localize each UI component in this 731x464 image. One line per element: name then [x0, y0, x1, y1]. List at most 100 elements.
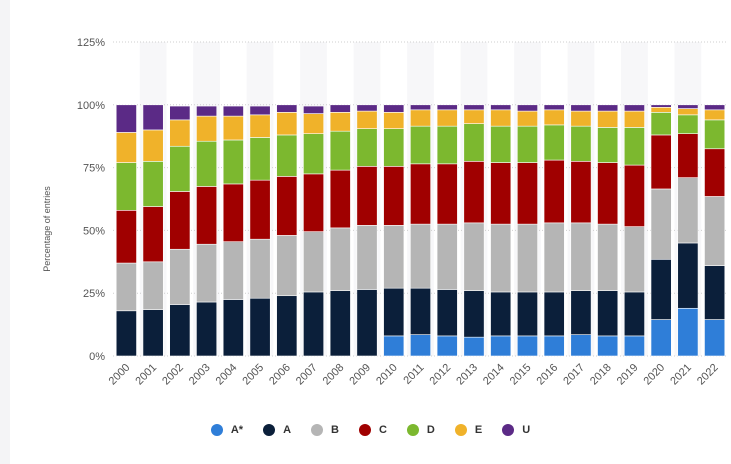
bar-segment[interactable]	[597, 290, 619, 337]
bar-segment[interactable]	[650, 188, 672, 260]
bar-segment[interactable]	[623, 110, 645, 128]
bar-segment[interactable]	[463, 222, 485, 291]
bar-segment[interactable]	[677, 242, 699, 309]
bar-segment[interactable]	[490, 125, 512, 163]
bar-segment[interactable]	[597, 223, 619, 291]
bar-segment[interactable]	[142, 309, 164, 357]
bar-segment[interactable]	[383, 335, 405, 357]
bar-segment[interactable]	[276, 104, 298, 113]
bar-segment[interactable]	[704, 319, 726, 357]
bar-segment[interactable]	[222, 183, 244, 243]
bar-segment[interactable]	[570, 110, 592, 127]
bar-segment[interactable]	[356, 110, 378, 129]
bar-segment[interactable]	[650, 112, 672, 136]
bar-segment[interactable]	[516, 291, 538, 337]
bar-segment[interactable]	[570, 104, 592, 112]
bar-segment[interactable]	[410, 163, 431, 225]
bar-segment[interactable]	[276, 112, 298, 136]
bar-segment[interactable]	[115, 162, 137, 211]
bar-segment[interactable]	[543, 159, 565, 224]
bar-segment[interactable]	[249, 137, 271, 181]
bar-segment[interactable]	[222, 241, 244, 300]
bar-segment[interactable]	[623, 164, 645, 227]
bar-segment[interactable]	[623, 226, 645, 293]
bar-segment[interactable]	[463, 161, 485, 224]
bar-segment[interactable]	[597, 110, 619, 128]
bar-segment[interactable]	[276, 295, 298, 357]
bar-segment[interactable]	[623, 335, 645, 357]
bar-segment[interactable]	[623, 104, 645, 112]
bar-segment[interactable]	[142, 206, 164, 263]
bar-segment[interactable]	[222, 105, 244, 117]
bar-segment[interactable]	[383, 166, 405, 226]
bar-segment[interactable]	[650, 107, 672, 113]
bar-segment[interactable]	[704, 104, 726, 111]
bar-segment[interactable]	[115, 132, 137, 163]
bar-segment[interactable]	[410, 334, 431, 357]
bar-segment[interactable]	[516, 223, 538, 293]
bar-segment[interactable]	[410, 287, 431, 335]
bar-segment[interactable]	[303, 173, 325, 232]
bar-segment[interactable]	[463, 104, 485, 111]
bar-segment[interactable]	[516, 125, 538, 163]
bar-segment[interactable]	[677, 114, 699, 134]
bar-segment[interactable]	[597, 127, 619, 163]
bar-segment[interactable]	[436, 104, 458, 111]
bar-segment[interactable]	[623, 291, 645, 337]
bar-segment[interactable]	[543, 335, 565, 357]
legend-item[interactable]: C	[358, 424, 387, 436]
bar-segment[interactable]	[142, 104, 164, 131]
bar-segment[interactable]	[677, 307, 699, 357]
bar-segment[interactable]	[249, 297, 271, 357]
bar-segment[interactable]	[222, 139, 244, 185]
bar-segment[interactable]	[543, 222, 565, 293]
bar-segment[interactable]	[356, 104, 378, 112]
bar-segment[interactable]	[704, 196, 726, 266]
bar-segment[interactable]	[436, 223, 458, 290]
bar-segment[interactable]	[436, 125, 458, 165]
bar-segment[interactable]	[222, 115, 244, 141]
bar-segment[interactable]	[650, 258, 672, 320]
bar-segment[interactable]	[570, 222, 592, 291]
bar-segment[interactable]	[383, 287, 405, 337]
bar-segment[interactable]	[329, 290, 351, 357]
bar-segment[interactable]	[570, 290, 592, 335]
bar-segment[interactable]	[303, 231, 325, 293]
bar-segment[interactable]	[196, 140, 218, 187]
bar-segment[interactable]	[356, 166, 378, 226]
bar-segment[interactable]	[597, 104, 619, 112]
bar-segment[interactable]	[383, 104, 405, 113]
bar-segment[interactable]	[329, 169, 351, 229]
bar-segment[interactable]	[169, 119, 191, 147]
bar-segment[interactable]	[516, 104, 538, 112]
bar-segment[interactable]	[490, 291, 512, 337]
bar-segment[interactable]	[329, 227, 351, 291]
bar-segment[interactable]	[196, 301, 218, 357]
bar-segment[interactable]	[356, 289, 378, 357]
bar-segment[interactable]	[570, 334, 592, 357]
bar-segment[interactable]	[329, 112, 351, 132]
bar-segment[interactable]	[623, 127, 645, 166]
bar-segment[interactable]	[463, 123, 485, 162]
bar-segment[interactable]	[115, 104, 137, 133]
bar-segment[interactable]	[196, 186, 218, 245]
bar-segment[interactable]	[276, 235, 298, 297]
bar-segment[interactable]	[303, 291, 325, 357]
bar-segment[interactable]	[196, 243, 218, 303]
bar-segment[interactable]	[410, 104, 431, 111]
bar-segment[interactable]	[356, 128, 378, 167]
bar-segment[interactable]	[329, 130, 351, 171]
bar-segment[interactable]	[677, 177, 699, 244]
bar-segment[interactable]	[516, 162, 538, 225]
bar-segment[interactable]	[597, 162, 619, 225]
bar-segment[interactable]	[383, 225, 405, 289]
bar-segment[interactable]	[650, 134, 672, 190]
bar-segment[interactable]	[436, 289, 458, 337]
legend-item[interactable]: A*	[210, 424, 243, 436]
bar-segment[interactable]	[490, 162, 512, 225]
bar-segment[interactable]	[169, 304, 191, 357]
bar-segment[interactable]	[543, 109, 565, 126]
bar-segment[interactable]	[303, 105, 325, 114]
bar-segment[interactable]	[410, 109, 431, 127]
bar-segment[interactable]	[463, 109, 485, 124]
